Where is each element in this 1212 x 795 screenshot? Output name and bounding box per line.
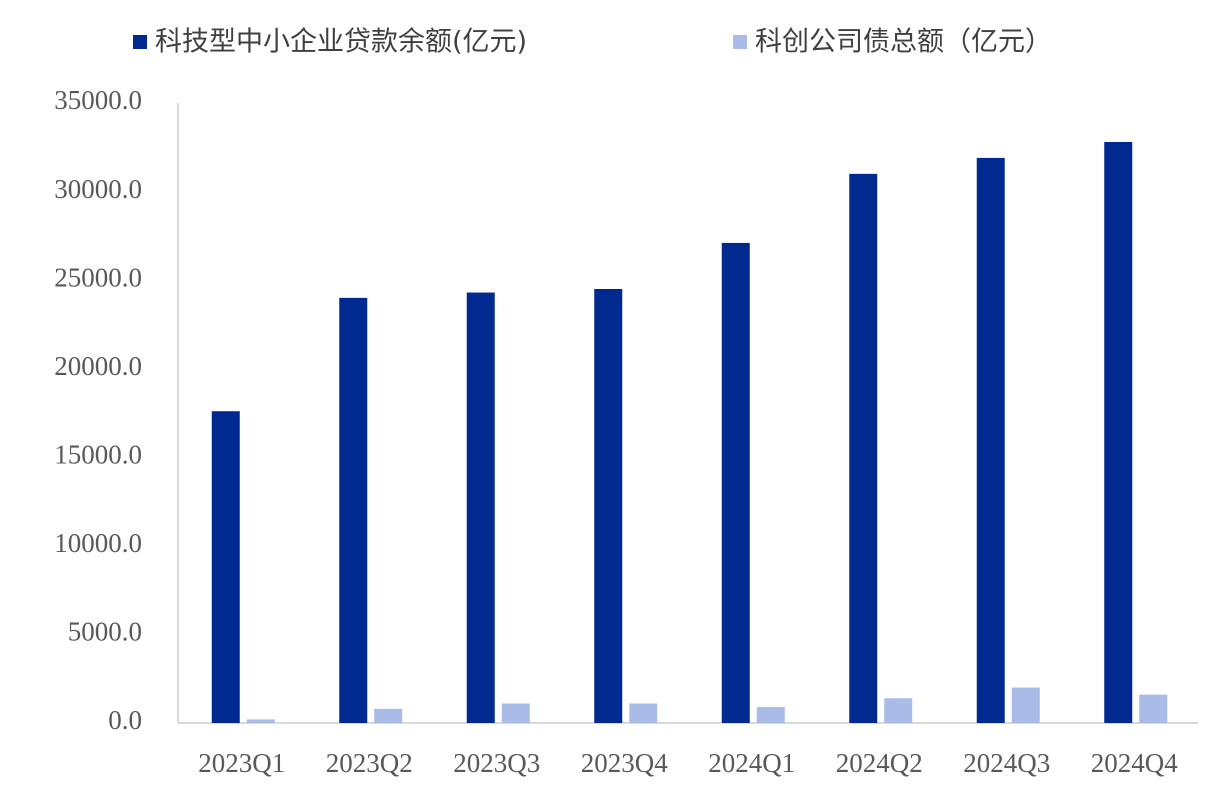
bar [756,707,785,723]
legend-swatch [733,35,747,49]
bar [721,242,750,723]
y-tick-label: 0.0 [108,705,142,735]
legend-label: 科技型中小企业贷款余额(亿元) [155,27,527,58]
y-tick-label: 20000.0 [54,351,142,381]
y-tick-label: 15000.0 [54,439,142,469]
x-tick-label: 2024Q4 [1091,748,1178,778]
bar [501,703,530,723]
bar [1104,141,1133,723]
y-tick-label: 35000.0 [54,85,142,115]
bar [1011,687,1040,723]
bar [849,173,878,723]
y-tick-label: 5000.0 [68,617,142,647]
bar [976,157,1005,723]
bar [629,703,658,723]
legend-swatch [133,35,147,49]
bar [339,297,368,723]
x-tick-label: 2023Q4 [581,748,668,778]
bar [211,411,240,723]
x-tick-label: 2024Q1 [708,748,795,778]
x-tick-label: 2023Q2 [326,748,413,778]
bar [1139,694,1168,723]
legend-label: 科创公司债总额（亿元） [755,27,1052,58]
x-tick-label: 2023Q3 [453,748,540,778]
y-tick-label: 10000.0 [54,528,142,558]
bar [884,698,913,723]
bar [374,708,403,723]
bar [246,719,275,723]
x-tick-label: 2023Q1 [198,748,285,778]
x-tick-label: 2024Q2 [836,748,923,778]
bar [466,292,495,723]
x-tick-label: 2024Q3 [963,748,1050,778]
y-tick-label: 30000.0 [54,174,142,204]
y-tick-label: 25000.0 [54,262,142,292]
bar [594,289,623,723]
